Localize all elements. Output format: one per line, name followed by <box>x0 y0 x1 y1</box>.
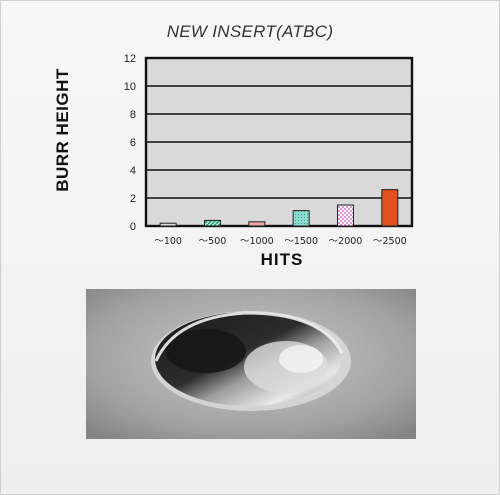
x-tick-label: ～100 <box>154 236 182 247</box>
y-tick-label: 4 <box>130 165 136 177</box>
y-tick-label: 12 <box>124 53 136 65</box>
chart-title: NEW INSERT(ATBC) <box>166 22 334 41</box>
bar <box>292 210 310 227</box>
x-tick-label: ～1500 <box>284 236 318 247</box>
x-tick-label: ～500 <box>199 236 227 247</box>
y-tick-label: 8 <box>130 109 136 121</box>
bar <box>159 222 177 227</box>
x-axis-label: HITS <box>260 250 304 269</box>
x-tick-label: ～2500 <box>373 236 407 247</box>
bar <box>248 221 266 227</box>
x-tick-label: ～1000 <box>240 236 274 247</box>
y-tick-label: 0 <box>130 221 136 233</box>
y-tick-label: 10 <box>124 81 136 93</box>
burr-hole-photo <box>86 289 416 439</box>
bar <box>204 219 221 227</box>
bar <box>337 204 354 227</box>
x-tick-label: ～2000 <box>329 236 363 247</box>
y-tick-label: 2 <box>130 193 136 205</box>
bar <box>381 189 399 227</box>
y-tick-label: 6 <box>130 137 136 149</box>
plot-frame <box>144 56 414 228</box>
